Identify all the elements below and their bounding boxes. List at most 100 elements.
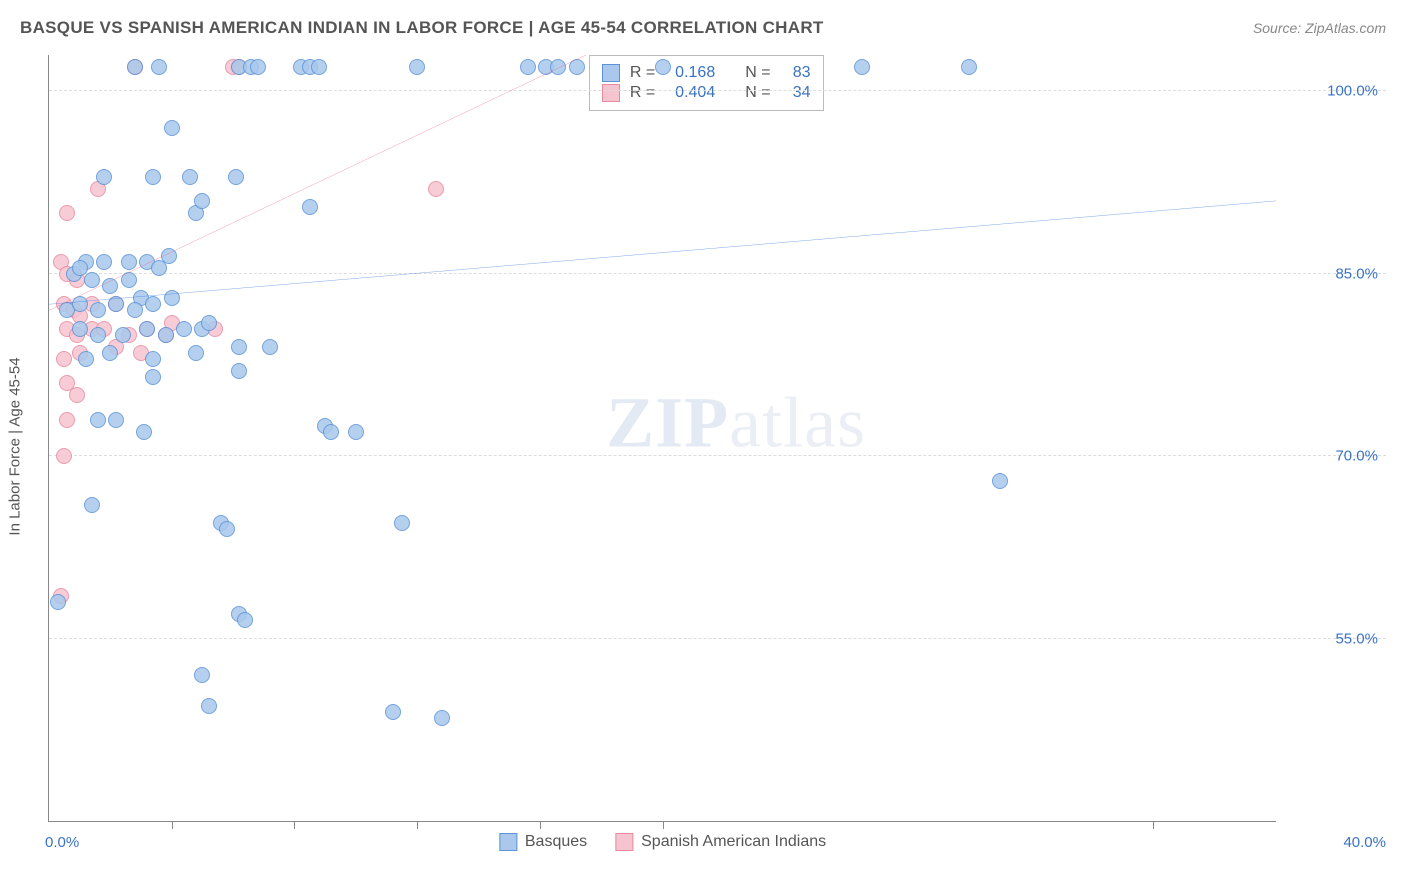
data-point-basques	[262, 339, 278, 355]
data-point-basques	[434, 710, 450, 726]
r-label: R =	[630, 64, 655, 82]
data-point-spanish	[69, 387, 85, 403]
data-point-basques	[231, 363, 247, 379]
data-point-basques	[188, 345, 204, 361]
data-point-basques	[219, 521, 235, 537]
data-point-basques	[145, 169, 161, 185]
x-min-label: 0.0%	[45, 834, 79, 851]
data-point-basques	[569, 59, 585, 75]
r-value-basques: 0.168	[665, 64, 715, 82]
data-point-basques	[127, 59, 143, 75]
n-label: N =	[745, 84, 770, 102]
x-tick	[663, 821, 664, 829]
y-tick-label: 85.0%	[1335, 265, 1378, 282]
data-point-basques	[115, 327, 131, 343]
r-value-spanish: 0.404	[665, 84, 715, 102]
chart-source: Source: ZipAtlas.com	[1253, 20, 1386, 36]
swatch-basques-icon	[499, 833, 517, 851]
data-point-basques	[84, 272, 100, 288]
data-point-basques	[409, 59, 425, 75]
data-point-basques	[655, 59, 671, 75]
data-point-basques	[136, 424, 152, 440]
swatch-basques-icon	[602, 64, 620, 82]
n-label: N =	[745, 64, 770, 82]
data-point-basques	[121, 272, 137, 288]
data-point-basques	[201, 315, 217, 331]
data-point-spanish	[59, 205, 75, 221]
gridline	[49, 273, 1386, 274]
data-point-basques	[311, 59, 327, 75]
data-point-basques	[961, 59, 977, 75]
trend-line-basques	[49, 201, 1276, 304]
data-point-basques	[231, 339, 247, 355]
data-point-spanish	[56, 448, 72, 464]
chart-title: BASQUE VS SPANISH AMERICAN INDIAN IN LAB…	[20, 18, 824, 38]
data-point-basques	[151, 260, 167, 276]
data-point-basques	[145, 351, 161, 367]
data-point-basques	[228, 169, 244, 185]
data-point-spanish	[56, 351, 72, 367]
data-point-basques	[102, 345, 118, 361]
data-point-spanish	[59, 412, 75, 428]
gridline	[49, 638, 1386, 639]
stats-legend: R = 0.168 N = 83 R = 0.404 N = 34	[589, 55, 824, 111]
data-point-basques	[96, 169, 112, 185]
data-point-basques	[176, 321, 192, 337]
n-value-basques: 83	[781, 64, 811, 82]
data-point-basques	[90, 327, 106, 343]
data-point-basques	[385, 704, 401, 720]
data-point-basques	[201, 698, 217, 714]
data-point-basques	[96, 254, 112, 270]
legend-spanish-label: Spanish American Indians	[641, 833, 826, 851]
plot-area: In Labor Force | Age 45-54 ZIPatlas R = …	[48, 55, 1276, 822]
data-point-basques	[127, 302, 143, 318]
data-point-spanish	[428, 181, 444, 197]
data-point-basques	[72, 321, 88, 337]
data-point-basques	[139, 321, 155, 337]
data-point-basques	[151, 59, 167, 75]
data-point-basques	[394, 515, 410, 531]
data-point-basques	[158, 327, 174, 343]
y-tick-label: 100.0%	[1327, 83, 1378, 100]
swatch-spanish-icon	[602, 84, 620, 102]
data-point-basques	[145, 296, 161, 312]
data-point-basques	[302, 199, 318, 215]
data-point-basques	[108, 296, 124, 312]
data-point-basques	[194, 193, 210, 209]
x-tick	[540, 821, 541, 829]
bottom-legend: Basques Spanish American Indians	[499, 833, 826, 851]
data-point-basques	[102, 278, 118, 294]
x-tick	[417, 821, 418, 829]
data-point-basques	[164, 290, 180, 306]
data-point-basques	[121, 254, 137, 270]
x-tick	[1153, 821, 1154, 829]
data-point-basques	[520, 59, 536, 75]
y-tick-label: 70.0%	[1335, 448, 1378, 465]
x-tick	[294, 821, 295, 829]
data-point-basques	[50, 594, 66, 610]
data-point-basques	[108, 412, 124, 428]
data-point-basques	[992, 473, 1008, 489]
chart-container: In Labor Force | Age 45-54 ZIPatlas R = …	[48, 55, 1386, 842]
data-point-basques	[182, 169, 198, 185]
watermark: ZIPatlas	[606, 381, 866, 464]
data-point-basques	[194, 667, 210, 683]
data-point-basques	[854, 59, 870, 75]
data-point-basques	[164, 120, 180, 136]
swatch-spanish-icon	[615, 833, 633, 851]
data-point-basques	[323, 424, 339, 440]
data-point-basques	[90, 412, 106, 428]
data-point-basques	[84, 497, 100, 513]
data-point-basques	[250, 59, 266, 75]
data-point-basques	[90, 302, 106, 318]
legend-basques-label: Basques	[525, 833, 587, 851]
x-max-label: 40.0%	[1343, 834, 1386, 851]
gridline	[49, 455, 1386, 456]
data-point-basques	[550, 59, 566, 75]
data-point-basques	[145, 369, 161, 385]
data-point-basques	[72, 296, 88, 312]
gridline	[49, 90, 1386, 91]
r-label: R =	[630, 84, 655, 102]
y-axis-label: In Labor Force | Age 45-54	[7, 357, 24, 535]
data-point-basques	[348, 424, 364, 440]
